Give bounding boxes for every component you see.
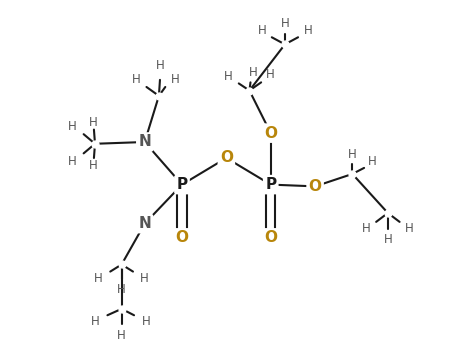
Text: H: H — [91, 315, 100, 328]
Text: H: H — [89, 159, 98, 171]
Text: H: H — [89, 116, 98, 129]
Text: H: H — [383, 233, 392, 246]
Text: H: H — [142, 315, 151, 328]
Text: H: H — [281, 17, 289, 29]
Text: N: N — [138, 216, 151, 231]
Text: O: O — [264, 126, 277, 141]
Text: H: H — [367, 155, 376, 168]
Text: H: H — [117, 329, 126, 342]
Text: H: H — [405, 223, 413, 235]
Text: H: H — [94, 272, 103, 285]
Text: P: P — [176, 177, 188, 192]
Text: O: O — [264, 230, 277, 245]
Text: N: N — [138, 135, 151, 149]
Text: H: H — [348, 148, 357, 161]
Text: P: P — [265, 177, 276, 192]
Text: H: H — [304, 24, 312, 37]
Text: H: H — [140, 272, 149, 285]
Text: H: H — [248, 66, 257, 79]
Text: H: H — [224, 70, 233, 83]
Text: H: H — [362, 223, 371, 235]
Text: O: O — [309, 179, 321, 194]
Text: H: H — [156, 59, 165, 72]
Text: O: O — [175, 230, 189, 245]
Text: H: H — [117, 283, 126, 296]
Text: H: H — [68, 155, 76, 168]
Text: H: H — [171, 73, 179, 86]
Text: H: H — [131, 73, 140, 86]
Text: H: H — [257, 24, 266, 37]
Text: H: H — [266, 68, 275, 81]
Text: H: H — [68, 120, 76, 132]
Text: O: O — [220, 151, 233, 165]
